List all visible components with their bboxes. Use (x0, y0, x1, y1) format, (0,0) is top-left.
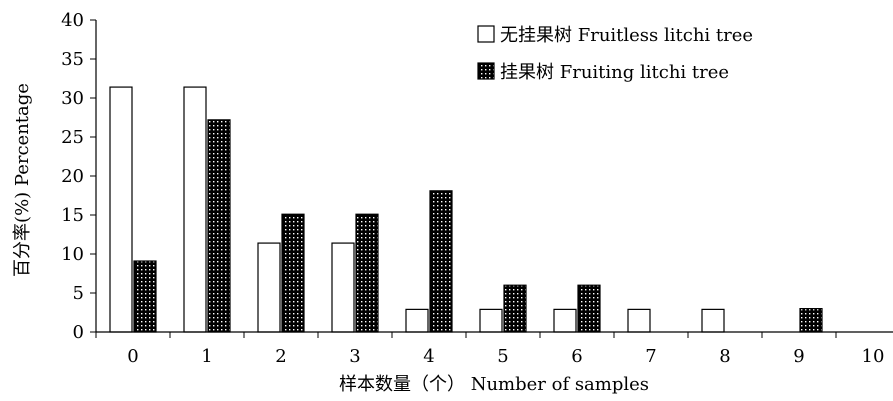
bar-fruitless (405, 308, 429, 333)
axes-group (90, 19, 893, 338)
bar-fruitless (479, 308, 503, 333)
x-tick-label: 8 (719, 346, 730, 367)
y-axis-label: 百分率(%) Percentage (12, 83, 33, 277)
x-tick-label: 1 (201, 346, 212, 367)
y-tick-label: 20 (61, 166, 84, 187)
bar-fruitless (553, 308, 577, 333)
legend-label: 无挂果树 Fruitless litchi tree (500, 25, 753, 46)
x-tick-label: 3 (349, 346, 360, 367)
bar-fruiting (207, 119, 231, 333)
legend-swatch (477, 25, 495, 43)
y-tick-label: 10 (61, 244, 84, 265)
bar-fruiting (577, 284, 601, 333)
bar-fruiting (799, 308, 823, 333)
x-tick-label: 2 (275, 346, 286, 367)
bar-fruiting (281, 213, 305, 333)
bar-fruitless (183, 86, 207, 333)
legend: 无挂果树 Fruitless litchi tree 挂果树 Fruiting l… (477, 25, 753, 83)
y-tick-labels: 0 5 10 15 20 25 30 35 40 (61, 10, 84, 343)
x-tick-label: 5 (497, 346, 508, 367)
bar-fruitless (257, 242, 281, 333)
legend-swatch (477, 62, 495, 80)
x-tick-label: 6 (571, 346, 582, 367)
bar-fruitless (627, 308, 651, 333)
x-tick-labels: 0 1 2 3 4 5 6 7 8 9 10 (127, 346, 884, 367)
bar-fruiting (133, 260, 157, 333)
y-tick-label: 0 (73, 322, 84, 343)
x-tick-label: 4 (423, 346, 434, 367)
x-tick-label: 7 (645, 346, 656, 367)
bar-fruitless (701, 308, 725, 333)
x-tick-label: 9 (793, 346, 804, 367)
bar-fruitless (109, 86, 133, 333)
bar-fruiting (429, 190, 453, 333)
x-axis-label: 样本数量（个） Number of samples (339, 374, 649, 395)
y-tick-label: 35 (61, 49, 84, 70)
bar-fruiting (355, 213, 379, 333)
y-tick-label: 30 (61, 88, 84, 109)
bars-group (109, 86, 823, 333)
y-tick-label: 25 (61, 127, 84, 148)
y-tick-label: 40 (61, 10, 84, 31)
bar-fruiting (503, 284, 527, 333)
x-tick-label: 0 (127, 346, 138, 367)
legend-label: 挂果树 Fruiting litchi tree (500, 62, 729, 83)
y-tick-label: 15 (61, 205, 84, 226)
y-tick-label: 5 (73, 283, 84, 304)
x-tick-label: 10 (862, 346, 885, 367)
bar-fruitless (331, 242, 355, 333)
